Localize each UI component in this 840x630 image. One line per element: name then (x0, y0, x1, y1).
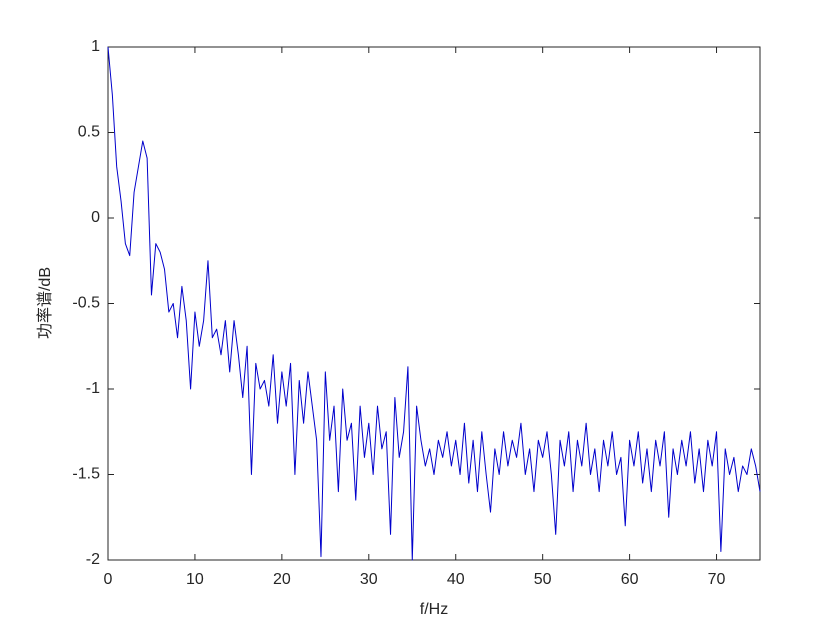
x-tick-label: 40 (447, 571, 465, 588)
y-tick-label: -2 (86, 551, 100, 568)
y-tick-label: -1 (86, 380, 100, 397)
x-tick-label: 50 (534, 571, 552, 588)
y-axis-label: 功率谱/dB (36, 267, 54, 339)
y-tick-label: 0.5 (78, 124, 100, 141)
x-tick-label: 0 (104, 571, 113, 588)
x-tick-label: 70 (708, 571, 726, 588)
plot-box (107, 46, 761, 561)
x-tick-label: 30 (360, 571, 378, 588)
x-tick-label: 20 (273, 571, 291, 588)
y-tick-label: 0 (91, 209, 100, 226)
y-tick-label: -1.5 (72, 466, 100, 483)
data-line (107, 46, 761, 561)
x-axis-label: f/Hz (420, 601, 448, 618)
x-tick-label: 60 (621, 571, 639, 588)
x-tick-label: 10 (186, 571, 204, 588)
y-tick-label: 1 (91, 38, 100, 55)
y-tick-label: -0.5 (72, 295, 100, 312)
